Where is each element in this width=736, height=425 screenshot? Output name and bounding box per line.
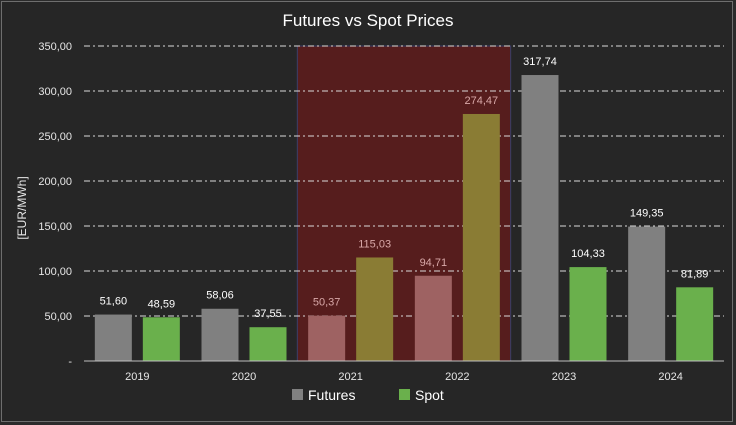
x-tick-label: 2019 [125,371,149,383]
x-tick-label: 2021 [338,371,362,383]
y-tick-label: 200,00 [38,176,72,188]
data-label-spot-2020: 37,55 [254,308,282,320]
y-tick-label: 50,00 [44,311,72,323]
y-tick-label: 100,00 [38,266,72,278]
data-label-spot-2024: 81,89 [681,268,709,280]
y-tick-label: 150,00 [38,221,72,233]
bar-spot-2019 [142,317,180,361]
data-label-futures-2022: 94,71 [420,257,448,269]
y-tick-label: 300,00 [38,86,72,98]
chart-title: Futures vs Spot Prices [282,11,453,30]
legend-swatch-futures [292,389,303,400]
bar-spot-2022 [462,113,500,362]
x-tick-label: 2023 [552,371,576,383]
bar-futures-2023 [521,75,559,361]
y-tick-label: 250,00 [38,131,72,143]
data-label-futures-2021: 50,37 [313,297,341,309]
legend-label-spot: Spot [415,387,444,403]
y-axis-label: [EUR/MWh] [15,176,29,239]
y-tick-label: 350,00 [38,41,72,53]
data-label-futures-2019: 51,60 [100,296,128,308]
data-label-spot-2019: 48,59 [148,298,176,310]
data-label-futures-2024: 149,35 [630,208,664,220]
x-tick-label: 2022 [445,371,469,383]
data-label-futures-2020: 58,06 [206,290,234,302]
legend-label-futures: Futures [308,387,355,403]
x-tick-label: 2020 [232,371,256,383]
bar-spot-2021 [356,257,394,361]
bar-spot-2020 [249,327,287,361]
y-tick-label: - [68,356,72,368]
data-label-spot-2021: 115,03 [358,238,391,250]
bar-futures-2022 [414,275,452,361]
data-label-spot-2022: 274,47 [465,95,499,107]
legend-swatch-spot [399,389,410,400]
x-tick-label: 2024 [658,371,682,383]
bar-futures-2024 [628,226,666,361]
bar-spot-2024 [676,287,714,361]
bar-futures-2021 [308,315,346,361]
bar-spot-2023 [569,267,607,361]
data-label-spot-2023: 104,33 [571,248,605,260]
data-label-futures-2023: 317,74 [523,56,557,68]
bar-futures-2019 [94,314,132,361]
bar-futures-2020 [201,308,239,361]
